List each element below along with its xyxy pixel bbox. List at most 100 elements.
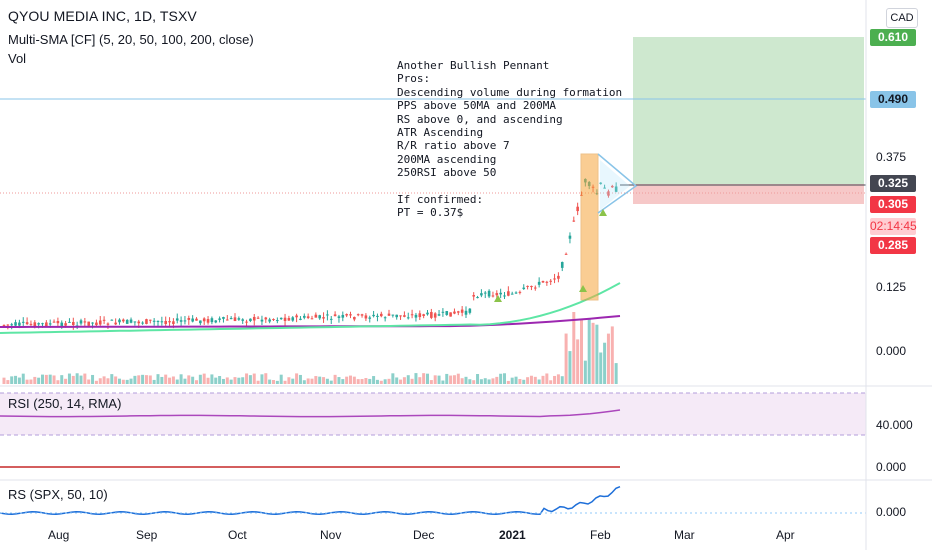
candle-body <box>91 322 94 324</box>
candle-body <box>214 320 218 323</box>
candle-body <box>48 323 52 325</box>
candle-body <box>179 320 183 322</box>
candle-body <box>45 322 48 327</box>
candle-body <box>403 315 406 317</box>
volume-bar <box>21 373 25 384</box>
candle-body <box>603 187 606 189</box>
volume-bar <box>137 375 141 384</box>
volume-bar <box>595 324 599 384</box>
volume-bar <box>229 379 233 384</box>
volume-bar <box>210 374 214 384</box>
candle-body <box>56 321 60 324</box>
candle-body <box>260 319 264 322</box>
volume-bar <box>545 373 549 384</box>
volume-bar <box>441 380 445 384</box>
time-label: Dec <box>413 528 435 542</box>
volume-bar <box>510 377 514 384</box>
symbol-title[interactable]: QYOU MEDIA INC, 1D, TSXV <box>8 8 197 24</box>
candle-body <box>149 319 152 321</box>
signal-triangle-icon <box>494 295 502 302</box>
candle-body <box>360 314 364 316</box>
volume-bar <box>337 377 341 384</box>
volume-indicator-label[interactable]: Vol <box>8 51 27 66</box>
volume-bar <box>41 374 44 384</box>
volume-bar <box>71 375 75 384</box>
candle-body <box>245 321 248 323</box>
volume-bar <box>414 373 418 384</box>
candle-body <box>291 317 295 321</box>
volume-bar <box>118 378 121 384</box>
candle-body <box>233 317 237 321</box>
candle-body <box>445 311 449 315</box>
candle-body <box>210 318 214 323</box>
volume-bar <box>256 380 260 384</box>
stop-zone <box>633 184 864 204</box>
volume-bar <box>395 377 399 384</box>
volume-bar <box>202 373 206 384</box>
volume-bar <box>133 375 137 384</box>
signal-triangle-icon <box>599 209 607 216</box>
candle-body <box>560 262 564 268</box>
candle-body <box>172 321 175 324</box>
volume-bar <box>333 374 337 384</box>
volume-bar <box>79 375 83 384</box>
time-label: Aug <box>48 528 70 542</box>
candle-body <box>222 317 225 319</box>
volume-bar <box>483 378 487 384</box>
candle-body <box>437 314 441 316</box>
candle-body <box>241 319 244 321</box>
volume-bar <box>375 379 379 384</box>
pennant-triangle <box>597 153 638 214</box>
candle-body <box>441 311 445 313</box>
candle-body <box>141 322 144 324</box>
candle-body <box>95 322 98 326</box>
volume-bar <box>549 380 553 384</box>
rsi-pane-label[interactable]: RSI (250, 14, RMA) <box>8 396 122 411</box>
candle-body <box>457 311 460 313</box>
volume-bar <box>472 380 476 384</box>
candle-body <box>183 320 187 322</box>
signal-triangle-icon <box>579 285 587 292</box>
volume-bar <box>399 379 403 384</box>
candle-body <box>333 314 337 317</box>
volume-bar <box>452 375 456 384</box>
target-price-tag: 0.610 <box>870 29 916 46</box>
volume-bar <box>352 376 356 384</box>
candle-body <box>41 323 44 325</box>
candle-body <box>399 315 402 317</box>
candle-body <box>480 293 483 296</box>
candle-body <box>530 285 533 288</box>
candle-body <box>376 315 379 317</box>
sma-indicator-label[interactable]: Multi-SMA [CF] (5, 20, 50, 100, 200, clo… <box>8 32 254 47</box>
volume-bar <box>206 377 210 384</box>
candle-body <box>83 321 87 323</box>
currency-button[interactable]: CAD <box>886 8 918 28</box>
candle-body <box>106 323 110 325</box>
candle-body <box>329 318 333 320</box>
volume-bar <box>449 375 453 384</box>
volume-bar <box>98 378 102 384</box>
candle-body <box>526 285 529 287</box>
volume-bar <box>487 379 491 384</box>
volume-bar <box>279 374 283 384</box>
rs-pane-label[interactable]: RS (SPX, 50, 10) <box>8 487 108 502</box>
candle-body <box>152 320 156 322</box>
chart-note-text[interactable]: Another Bullish Pennant Pros: Descending… <box>397 59 623 220</box>
candle-body <box>279 317 283 320</box>
candle-body <box>52 321 56 323</box>
candle-body <box>387 313 391 316</box>
candle-body <box>306 316 310 319</box>
volume-bar <box>533 376 537 384</box>
volume-bar <box>580 320 583 384</box>
volume-bar <box>410 378 414 384</box>
candle-body <box>287 318 291 321</box>
candle-body <box>264 317 268 320</box>
candle-body <box>537 281 541 285</box>
volume-bar <box>426 373 429 384</box>
volume-bar <box>191 376 195 384</box>
candle-body <box>491 295 495 297</box>
volume-bar <box>152 379 156 384</box>
candle-body <box>356 314 360 316</box>
volume-bar <box>91 374 95 384</box>
